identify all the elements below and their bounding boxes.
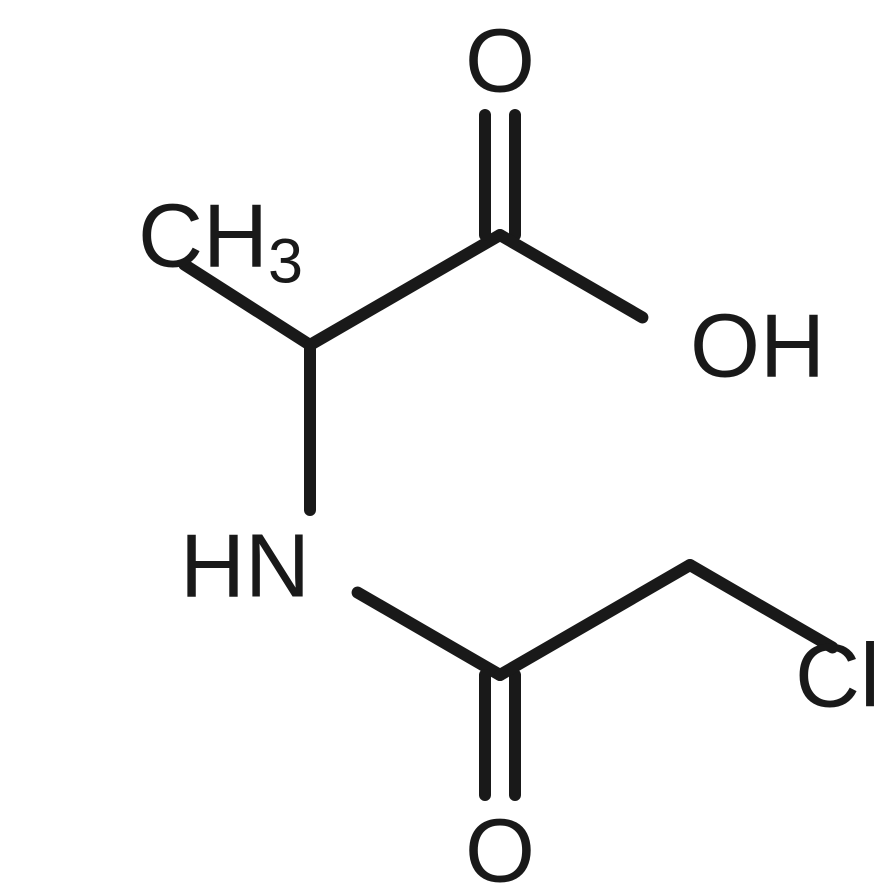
bond <box>310 235 500 345</box>
atom-label-OH: OH <box>690 297 825 397</box>
atom-label-O_dbl_bottom: O <box>465 802 535 890</box>
bond <box>500 235 642 317</box>
molecule-diagram: CH3 O OH HN O Cl <box>0 0 890 890</box>
atom-label-O_dbl_top: O <box>465 12 535 112</box>
bonds-layer <box>184 115 832 795</box>
bond <box>358 593 500 675</box>
bond <box>500 565 690 675</box>
atom-label-HN: HN <box>180 517 310 617</box>
atom-label-Cl: Cl <box>795 627 880 727</box>
atom-label-CH3: CH3 <box>138 187 303 297</box>
